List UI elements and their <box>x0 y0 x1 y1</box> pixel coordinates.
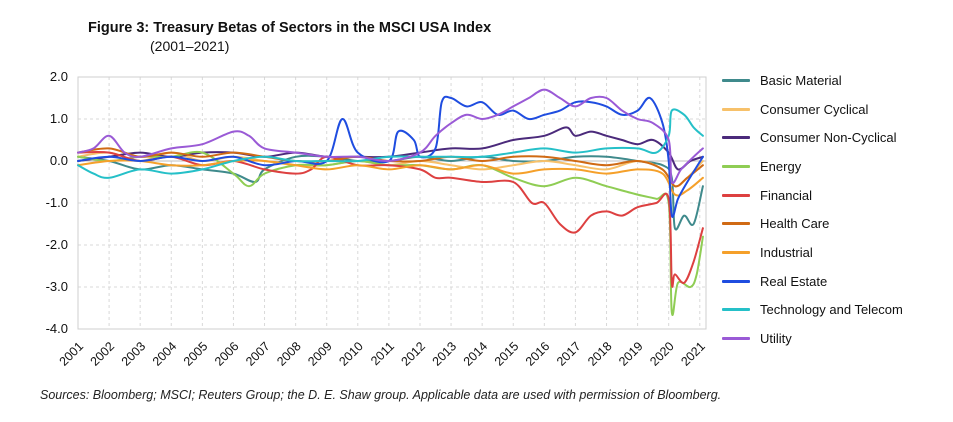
legend-label: Technology and Telecom <box>760 302 903 318</box>
x-tick-label: 2010 <box>336 339 366 369</box>
legend-swatch <box>722 78 750 82</box>
legend-item-energy: Energy <box>722 152 903 181</box>
legend-item-technology-and-telecom: Technology and Telecom <box>722 296 903 325</box>
x-tick-label: 2018 <box>585 339 615 369</box>
x-tick-label: 2008 <box>274 339 304 369</box>
source-note: Sources: Bloomberg; MSCI; Reuters Group;… <box>40 388 722 402</box>
y-tick-label: 2.0 <box>50 69 68 84</box>
legend-item-utility: Utility <box>722 324 903 353</box>
y-tick-label: 0.0 <box>50 153 68 168</box>
chart-title: Figure 3: Treasury Betas of Sectors in t… <box>88 20 492 36</box>
legend-swatch <box>722 337 750 341</box>
series-line-health-care <box>77 147 704 188</box>
legend-label: Real Estate <box>760 273 828 289</box>
legend-label: Health Care <box>760 216 830 232</box>
legend-swatch <box>722 136 750 140</box>
chart-subtitle: (2001–2021) <box>150 38 230 54</box>
legend-swatch <box>722 107 750 111</box>
x-tick-label: 2005 <box>181 339 211 369</box>
legend-swatch <box>722 279 750 283</box>
legend-item-consumer-cyclical: Consumer Cyclical <box>722 95 903 124</box>
x-tick-label: 2014 <box>461 339 491 369</box>
x-tick-label: 2017 <box>554 339 584 369</box>
series-layer <box>77 88 704 316</box>
x-tick-label: 2002 <box>88 339 118 369</box>
x-tick-label: 2020 <box>647 339 677 369</box>
y-tick-label: -2.0 <box>46 237 68 252</box>
legend-label: Utility <box>760 331 792 347</box>
x-tick-label: 2016 <box>523 339 553 369</box>
series-line-consumer-non-cyclical <box>77 126 704 171</box>
x-tick-label: 2013 <box>430 339 460 369</box>
legend-label: Consumer Non-Cyclical <box>760 130 897 146</box>
legend-label: Financial <box>760 187 813 203</box>
legend-swatch <box>722 308 750 312</box>
x-tick-label: 2009 <box>305 339 335 369</box>
y-tick-label: 1.0 <box>50 111 68 126</box>
series-line-financial <box>77 150 704 288</box>
plot-frame <box>77 76 707 330</box>
legend-swatch <box>722 193 750 197</box>
legend-item-real-estate: Real Estate <box>722 267 903 296</box>
legend-item-basic-material: Basic Material <box>722 66 903 95</box>
y-tick-label: -1.0 <box>46 195 68 210</box>
legend: Basic Material Consumer Cyclical Consumer … <box>722 66 903 353</box>
legend-item-consumer-non-cyclical: Consumer Non-Cyclical <box>722 123 903 152</box>
x-tick-label: 2015 <box>492 339 522 369</box>
y-tick-label: -4.0 <box>46 321 68 336</box>
y-tick-label: -3.0 <box>46 279 68 294</box>
series-line-utility <box>77 88 704 185</box>
legend-swatch <box>722 164 750 168</box>
x-tick-label: 2007 <box>243 339 273 369</box>
x-tick-label: 2019 <box>616 339 646 369</box>
legend-swatch <box>722 222 750 226</box>
legend-label: Basic Material <box>760 72 842 88</box>
x-tick-label: 2006 <box>212 339 242 369</box>
series-line-real-estate <box>77 95 704 218</box>
legend-swatch <box>722 250 750 254</box>
x-tick-label: 2003 <box>119 339 149 369</box>
x-tick-label: 2001 <box>57 339 87 369</box>
x-tick-label: 2011 <box>368 339 397 368</box>
legend-label: Energy <box>760 158 802 174</box>
legend-label: Industrial <box>760 244 813 260</box>
x-tick-label: 2012 <box>399 339 429 369</box>
grid-layer <box>77 76 706 330</box>
series-line-industrial <box>77 159 704 197</box>
legend-item-health-care: Health Care <box>722 209 903 238</box>
x-tick-label: 2004 <box>150 339 180 369</box>
x-tick-label: 2021 <box>678 339 708 369</box>
legend-label: Consumer Cyclical <box>760 101 869 117</box>
legend-item-industrial: Industrial <box>722 238 903 267</box>
legend-item-financial: Financial <box>722 181 903 210</box>
